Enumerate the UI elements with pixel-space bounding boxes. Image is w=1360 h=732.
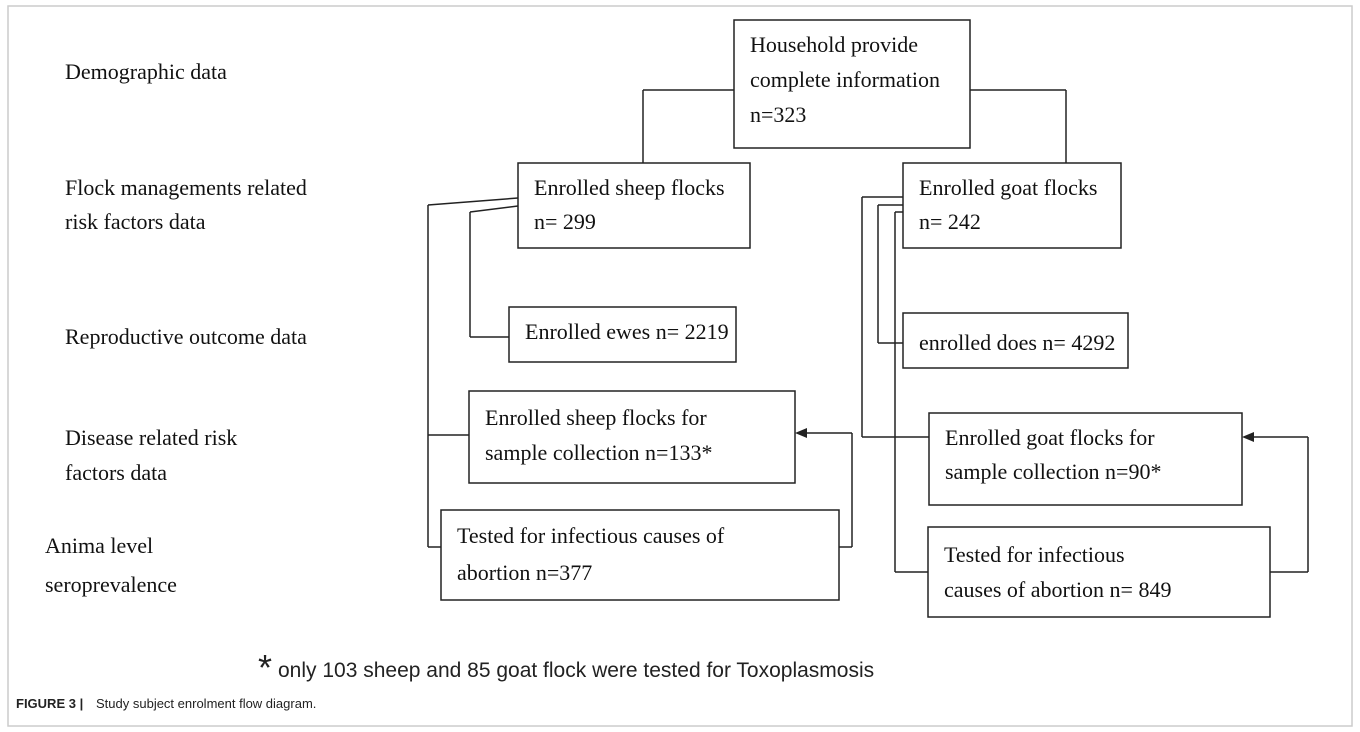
box-text: Enrolled sheep flocks for	[485, 405, 707, 430]
box-text: Enrolled goat flocks for	[945, 425, 1155, 450]
box-text: Tested for infectious	[944, 542, 1125, 567]
box-text: n= 299	[534, 209, 596, 234]
flow-box	[508, 306, 737, 363]
flow-box	[902, 162, 1122, 249]
flow-box	[440, 509, 840, 601]
caption-text: Study subject enrolment flow diagram.	[96, 696, 316, 711]
footnote-marker: *	[258, 647, 272, 688]
box-text: Household provide	[750, 32, 918, 57]
box-text: n= 242	[919, 209, 981, 234]
arrow-head	[795, 428, 807, 438]
box-text: Enrolled sheep flocks	[534, 175, 725, 200]
box-text: sample collection n=133*	[485, 440, 712, 465]
row-label: Reproductive outcome data	[65, 324, 307, 349]
connectors	[427, 89, 1309, 573]
row-label: seroprevalence	[45, 572, 177, 597]
connector	[469, 205, 519, 213]
row-label: Demographic data	[65, 59, 227, 84]
flow-box	[468, 390, 796, 484]
row-label: Disease related risk	[65, 425, 237, 450]
box-text: complete information	[750, 67, 940, 92]
row-label: risk factors data	[65, 209, 206, 234]
box-text: abortion n=377	[457, 560, 592, 585]
box-text: n=323	[750, 102, 806, 127]
row-label: Flock managements related	[65, 175, 307, 200]
flow-box	[733, 19, 971, 149]
arrow-head	[1242, 432, 1254, 442]
box-text: Tested for infectious causes of	[457, 523, 725, 548]
flow-box	[927, 526, 1271, 618]
box-text: causes of abortion n= 849	[944, 577, 1171, 602]
flow-box	[517, 162, 751, 249]
flow-box	[928, 412, 1243, 506]
connector	[427, 197, 519, 206]
box-text: enrolled does n= 4292	[919, 330, 1115, 355]
box-text: Enrolled goat flocks	[919, 175, 1097, 200]
box-text: Enrolled ewes n= 2219	[525, 319, 729, 344]
flow-box	[902, 312, 1129, 369]
footnote-text: only 103 sheep and 85 goat flock were te…	[278, 659, 874, 682]
row-label: factors data	[65, 460, 167, 485]
figure-border	[7, 5, 1353, 727]
box-text: sample collection n=90*	[945, 459, 1161, 484]
row-label: Anima level	[45, 533, 153, 558]
caption-label: FIGURE 3 |	[16, 696, 83, 711]
